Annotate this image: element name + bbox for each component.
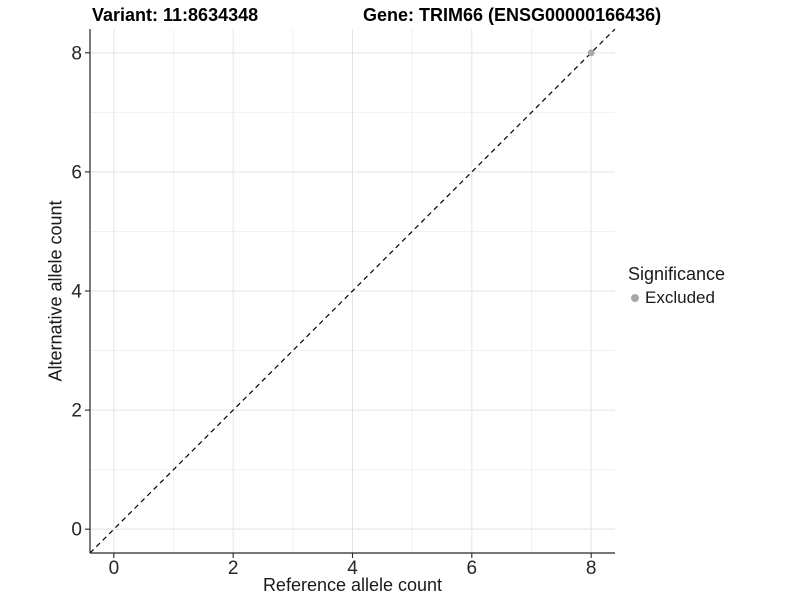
legend: Significance Excluded	[628, 264, 725, 308]
data-point-excluded	[587, 49, 595, 57]
x-tick-label: 4	[347, 558, 358, 579]
y-tick-label: 8	[71, 43, 82, 64]
y-tick-label: 2	[71, 401, 82, 422]
x-tick-label: 6	[467, 558, 478, 579]
plot-title-gene: Gene: TRIM66 (ENSG00000166436)	[363, 5, 662, 25]
y-tick-label: 4	[71, 282, 82, 303]
y-axis-title: Alternative allele count	[45, 200, 66, 382]
x-axis-title: Reference allele count	[262, 575, 443, 595]
x-tick-label: 0	[109, 558, 120, 579]
legend-entry-excluded: Excluded	[628, 288, 725, 308]
legend-title: Significance	[628, 264, 726, 284]
y-tick-label: 6	[71, 162, 82, 183]
legend-entry-label: Excluded	[645, 288, 715, 307]
x-tick-label: 8	[586, 558, 597, 579]
y-tick-label: 0	[71, 520, 82, 541]
x-tick-label: 2	[228, 558, 239, 579]
identity-line	[89, 28, 616, 554]
legend-key-dot-icon	[631, 294, 639, 302]
plot-title-variant: Variant: 11:8634348	[92, 5, 259, 25]
